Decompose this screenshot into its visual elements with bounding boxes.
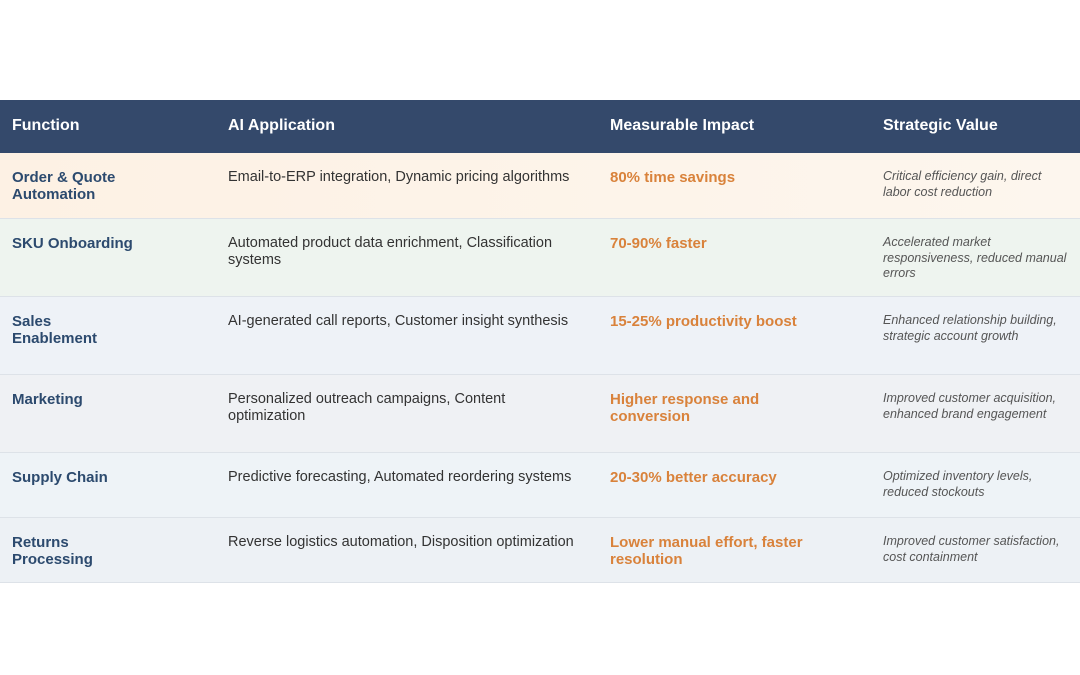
function-cell: Marketing <box>12 391 83 408</box>
strategic-value-cell: Improved customer acquisition, enhanced … <box>883 391 1056 421</box>
table-row: Supply Chain Predictive forecasting, Auto… <box>0 453 1080 518</box>
table-row: SKU Onboarding Automated product data enr… <box>0 219 1080 297</box>
function-cell: Returns Processing <box>12 534 93 568</box>
measurable-impact-cell: Lower manual effort, faster resolution <box>610 534 803 568</box>
ai-application-cell: AI-generated call reports, Customer insi… <box>228 313 569 329</box>
ai-application-cell: Reverse logistics automation, Dispositio… <box>228 534 574 550</box>
measurable-impact-cell: Higher response and conversion <box>610 391 760 425</box>
ai-application-cell: Predictive forecasting, Automated reorde… <box>228 469 572 485</box>
function-cell: Sales Enablement <box>12 313 98 347</box>
function-cell: SKU Onboarding <box>12 235 133 252</box>
header-cell: Strategic Value <box>883 117 998 134</box>
table-row: Marketing Personalized outreach campaigns… <box>0 375 1080 453</box>
header-cell: AI Application <box>228 117 335 134</box>
header-cell: Function <box>12 117 80 134</box>
function-cell: Order & Quote Automation <box>12 169 116 203</box>
function-cell: Supply Chain <box>12 469 108 486</box>
table: Function AI Application Measurable Impact S… <box>0 100 1080 583</box>
ai-application-cell: Automated product data enrichment, Class… <box>228 235 553 268</box>
strategic-value-cell: Optimized inventory levels, reduced stoc… <box>883 469 1033 499</box>
ai-application-cell: Email-to-ERP integration, Dynamic pricin… <box>228 169 570 185</box>
table-row: Returns Processing Reverse logistics auto… <box>0 518 1080 583</box>
header-cell: Measurable Impact <box>610 117 755 134</box>
measurable-impact-cell: 80% time savings <box>610 169 736 186</box>
measurable-impact-cell: 15-25% productivity boost <box>610 313 797 330</box>
strategic-value-cell: Accelerated market responsiveness, reduc… <box>883 235 1067 280</box>
measurable-impact-cell: 70-90% faster <box>610 235 707 252</box>
strategic-value-cell: Critical efficiency gain, direct labor c… <box>883 169 1042 199</box>
table-row: Order & Quote Automation Email-to-ERP int… <box>0 153 1080 219</box>
strategic-value-cell: Enhanced relationship building, strategi… <box>883 313 1057 343</box>
strategic-value-cell: Improved customer satisfaction, cost con… <box>883 534 1060 564</box>
measurable-impact-cell: 20-30% better accuracy <box>610 469 777 486</box>
table-row: Sales Enablement AI-generated call report… <box>0 297 1080 375</box>
header-row: Function AI Application Measurable Impact S… <box>0 100 1080 153</box>
ai-application-cell: Personalized outreach campaigns, Content… <box>228 391 506 424</box>
